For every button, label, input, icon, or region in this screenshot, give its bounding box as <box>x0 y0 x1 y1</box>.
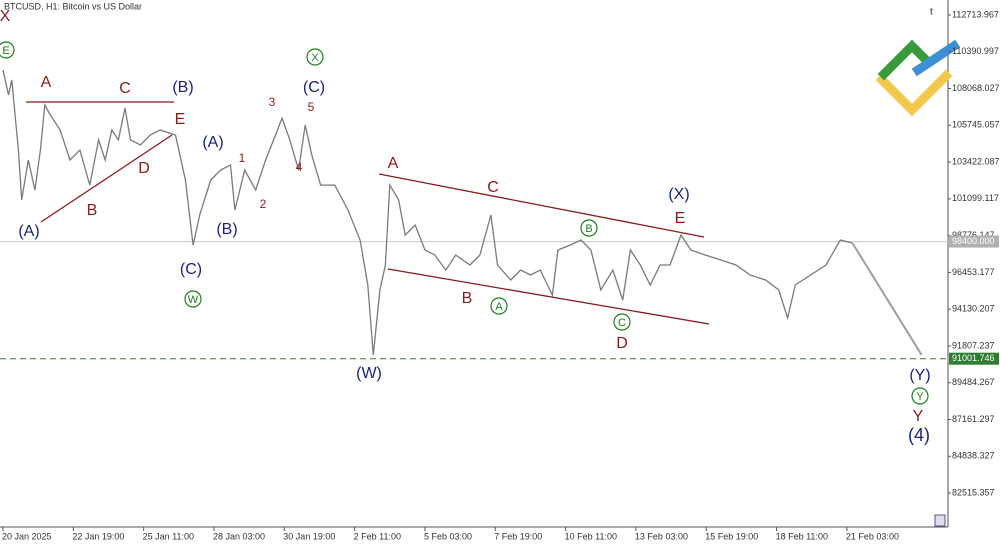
wave-label: 3 <box>269 95 276 109</box>
wave-label: (X) <box>668 186 689 203</box>
x-tick-label: 18 Feb 11:00 <box>776 531 828 541</box>
y-tick-label: 101099.117 <box>952 193 999 203</box>
toolbar-icon[interactable]: t <box>930 7 933 18</box>
x-tick-label: 2 Feb 11:00 <box>354 531 401 541</box>
wave-label: B <box>462 290 473 307</box>
wave-label: (W) <box>356 365 382 382</box>
wave-label: 4 <box>296 160 303 174</box>
y-tick-label: 94130.207 <box>952 304 995 314</box>
y-tick-label: 110390.997 <box>952 46 999 56</box>
wave-label: A <box>495 301 503 313</box>
wave-label: 1 <box>239 151 246 165</box>
wave-label: B <box>87 202 98 219</box>
wave-label: C <box>618 317 626 329</box>
level-label: 91001.746 <box>952 353 995 363</box>
chart-title: BTCUSD, H1: Bitcoin vs US Dollar <box>4 1 142 11</box>
wave-label: C <box>119 80 131 97</box>
wave-label-circle <box>0 41 15 59</box>
wave-label: (A) <box>18 223 39 240</box>
wave-label: X <box>311 52 319 64</box>
wave-label: 5 <box>308 100 315 114</box>
x-tick-label: 28 Jan 03:00 <box>213 531 265 541</box>
x-tick-label: 30 Jan 19:00 <box>283 531 335 541</box>
wave-label: (B) <box>216 221 237 238</box>
wave-label: (C) <box>180 261 202 278</box>
logo-yellow <box>875 69 953 117</box>
y-tick-label: 82515.357 <box>952 487 995 497</box>
wave-label: 2 <box>260 197 267 211</box>
x-tick-label: 21 Feb 03:00 <box>846 531 899 541</box>
wave-label: Y <box>916 391 924 403</box>
wave-label-circle <box>911 387 929 405</box>
x-tick-label: 5 Feb 03:00 <box>424 531 472 541</box>
wave-label-circle <box>613 313 631 331</box>
price-label: 98400.000 <box>952 236 995 246</box>
y-tick-label: 108068.027 <box>952 83 1000 93</box>
price-label-box <box>949 235 999 248</box>
y-tick-label: 112713.967 <box>952 9 999 19</box>
y-tick-label: 105745.057 <box>952 120 1000 130</box>
wave-lines <box>26 101 710 325</box>
logo-blue <box>911 39 961 77</box>
x-tick-label: 13 Feb 03:00 <box>635 531 688 541</box>
y-tick-label: 87161.297 <box>952 414 995 424</box>
forecast-line <box>851 242 923 356</box>
logo <box>875 39 961 117</box>
wave-label: (Y) <box>909 367 930 384</box>
wave-label: (4) <box>908 425 930 445</box>
x-tick-label: 25 Jan 11:00 <box>143 531 194 541</box>
y-tick-label: 89484.267 <box>952 377 995 387</box>
wave-label: (A) <box>202 134 223 151</box>
x-tick-label: 22 Jan 19:00 <box>72 531 124 541</box>
x-tick-label: 20 Jan 2025 <box>2 531 52 541</box>
wave-label: D <box>616 335 628 352</box>
y-tick-label: 103422.087 <box>952 156 1000 166</box>
logo-green <box>877 39 935 81</box>
wave-label: E <box>175 111 186 128</box>
wave-label: C <box>487 179 499 196</box>
wave-label-circle <box>184 290 202 308</box>
y-tick-label: 91807.237 <box>952 340 995 350</box>
channel-upper <box>378 173 705 238</box>
y-tick-label: 98776.147 <box>952 230 995 240</box>
x-tick-label: 15 Feb 19:00 <box>705 531 758 541</box>
wave-label: B <box>585 223 592 235</box>
channel-lower <box>387 268 710 325</box>
wave-label: X <box>0 8 11 25</box>
corner-button[interactable] <box>934 514 946 527</box>
wave-label: D <box>138 160 150 177</box>
wave-label-circle <box>580 219 598 237</box>
wave-label: E <box>2 45 9 57</box>
x-tick-label: 10 Feb 11:00 <box>565 531 617 541</box>
wave-label-circle <box>490 297 508 315</box>
wave-label: A <box>388 155 399 172</box>
wave-label: W <box>188 294 199 306</box>
level-label-box <box>949 352 999 365</box>
wave-label: (B) <box>172 79 193 96</box>
y-tick-label: 96453.177 <box>952 267 995 277</box>
wave-label: E <box>675 210 686 227</box>
wave-label-circle <box>306 48 324 66</box>
y-tick-label: 84838.327 <box>952 451 995 461</box>
price-line-series <box>2 69 853 356</box>
wave-label: (C) <box>303 79 325 96</box>
triangle-lower <box>40 134 173 223</box>
x-tick-label: 7 Feb 19:00 <box>494 531 542 541</box>
wave-label: A <box>41 74 52 91</box>
wave-label: Y <box>913 408 924 425</box>
